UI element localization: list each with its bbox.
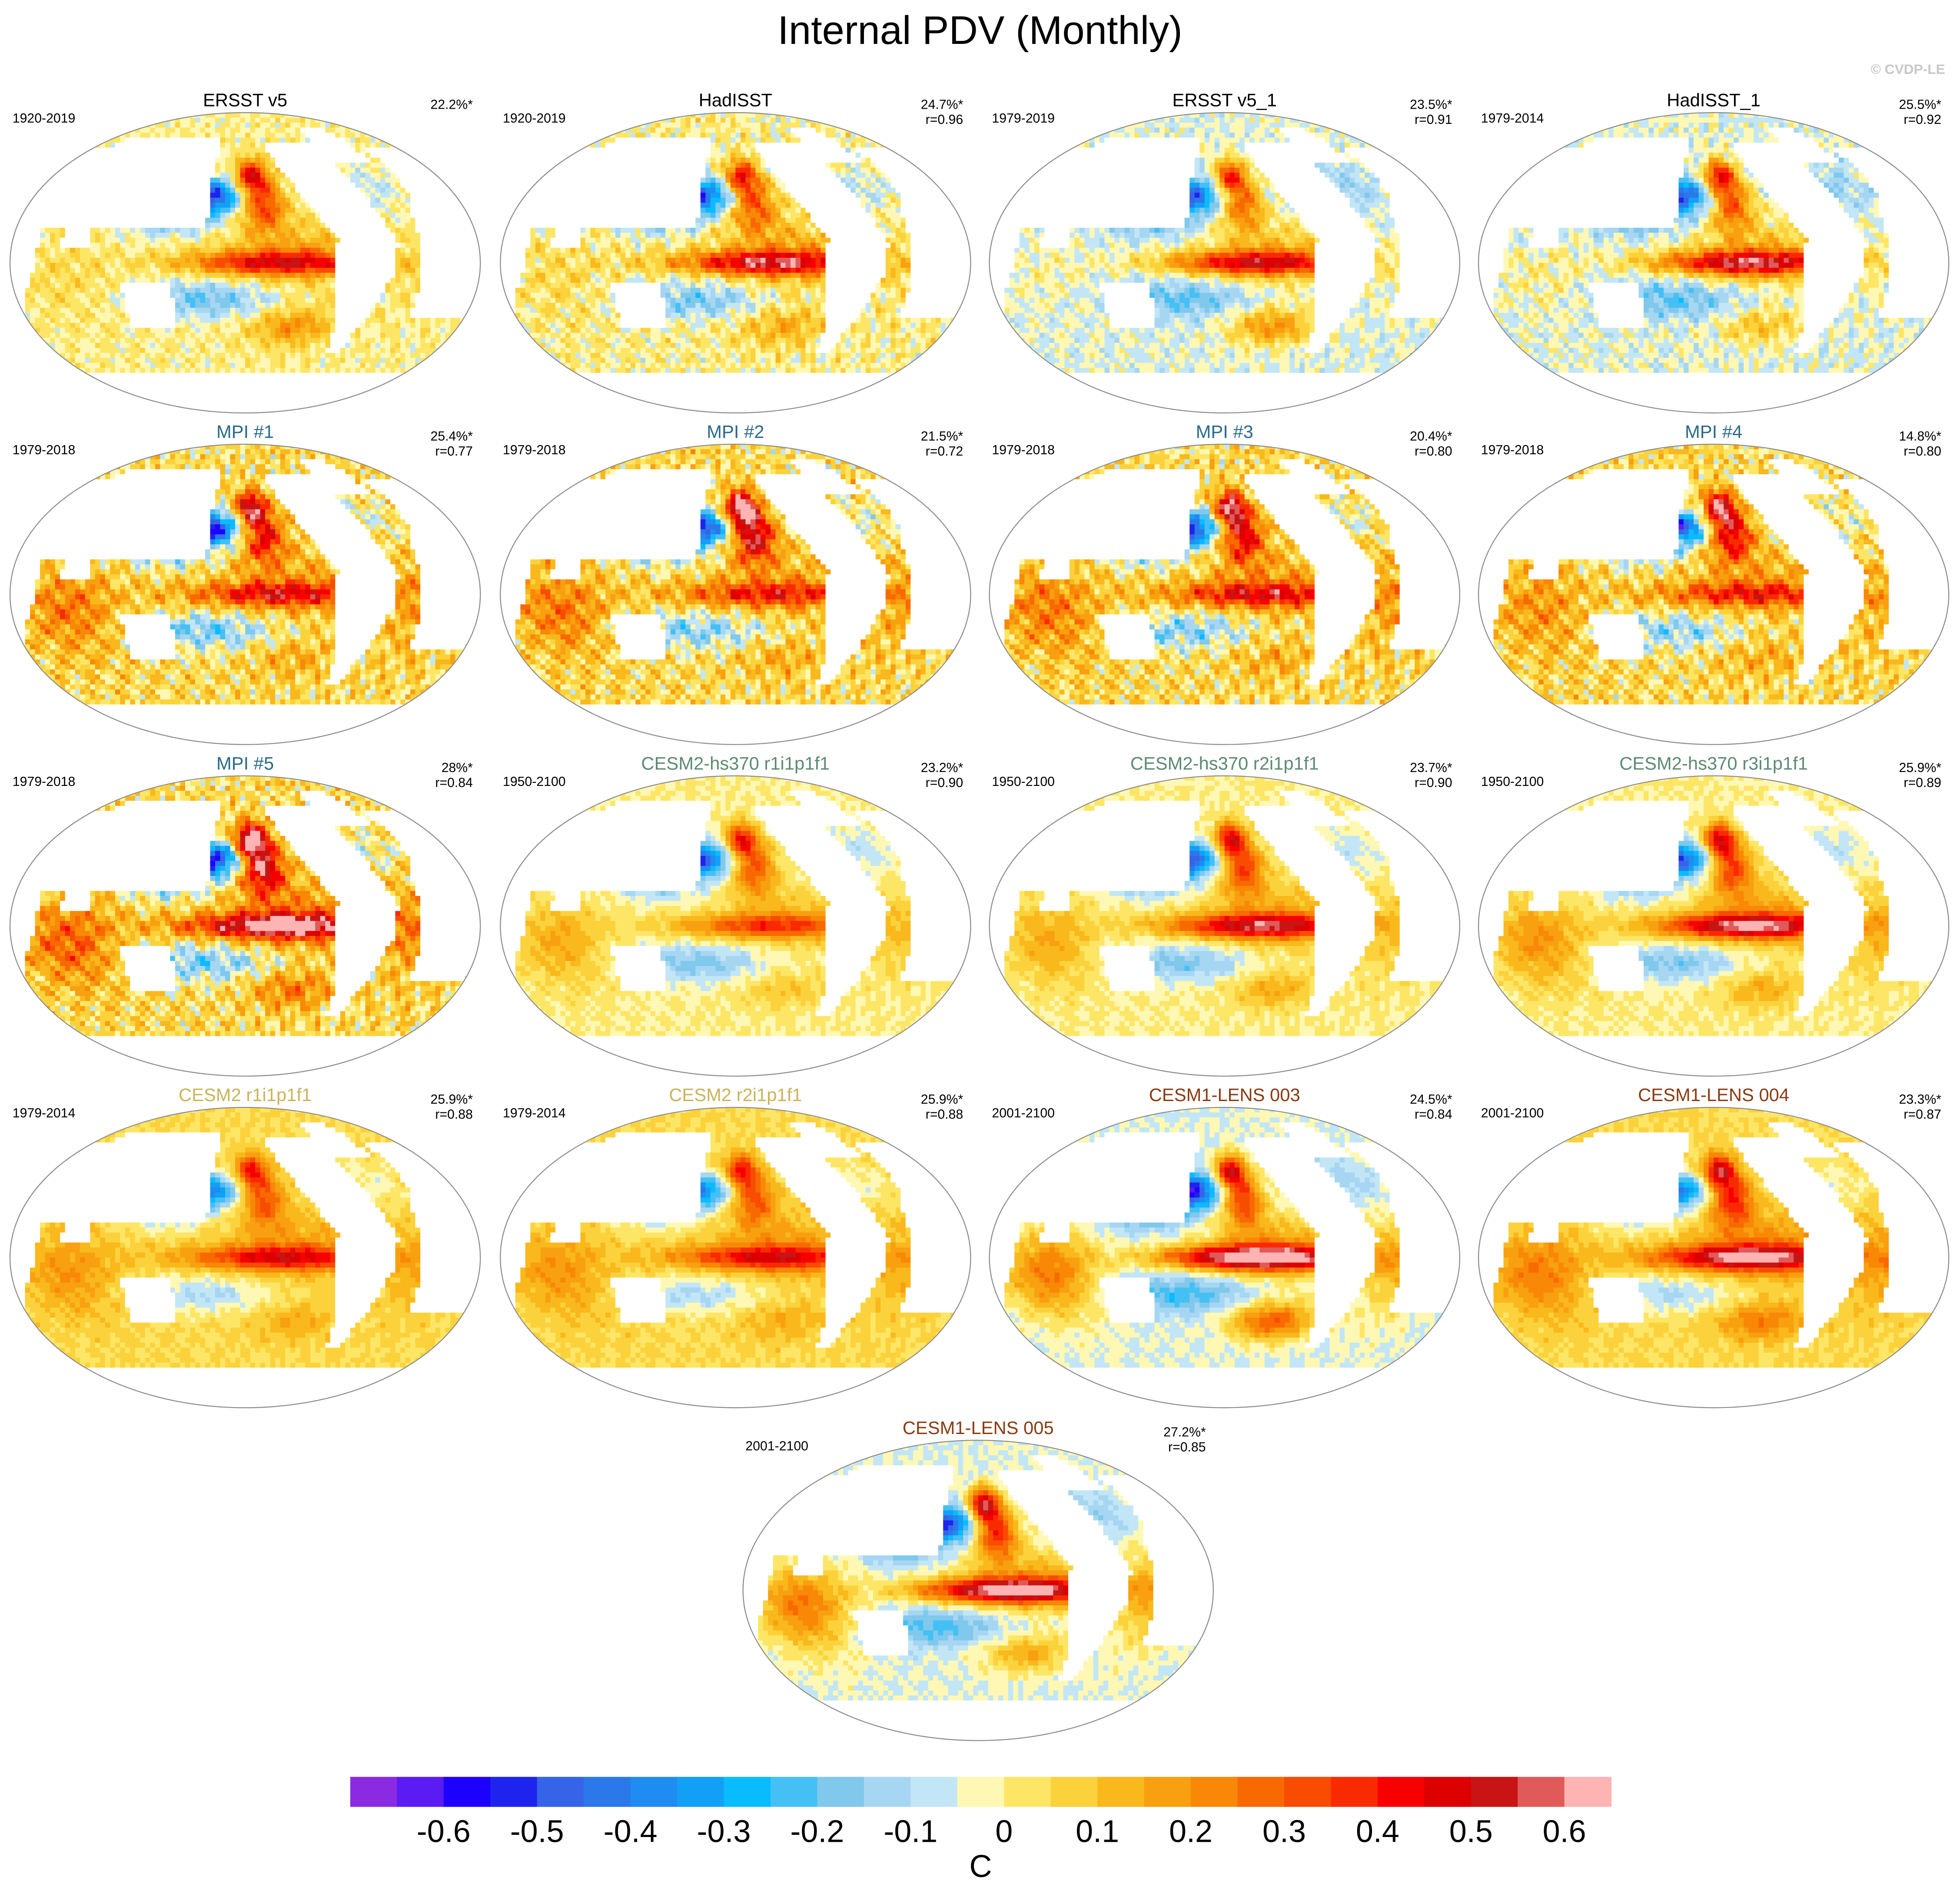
figure: Internal PDV (Monthly) © CVDP-LE ERSST v… (0, 0, 1960, 1887)
